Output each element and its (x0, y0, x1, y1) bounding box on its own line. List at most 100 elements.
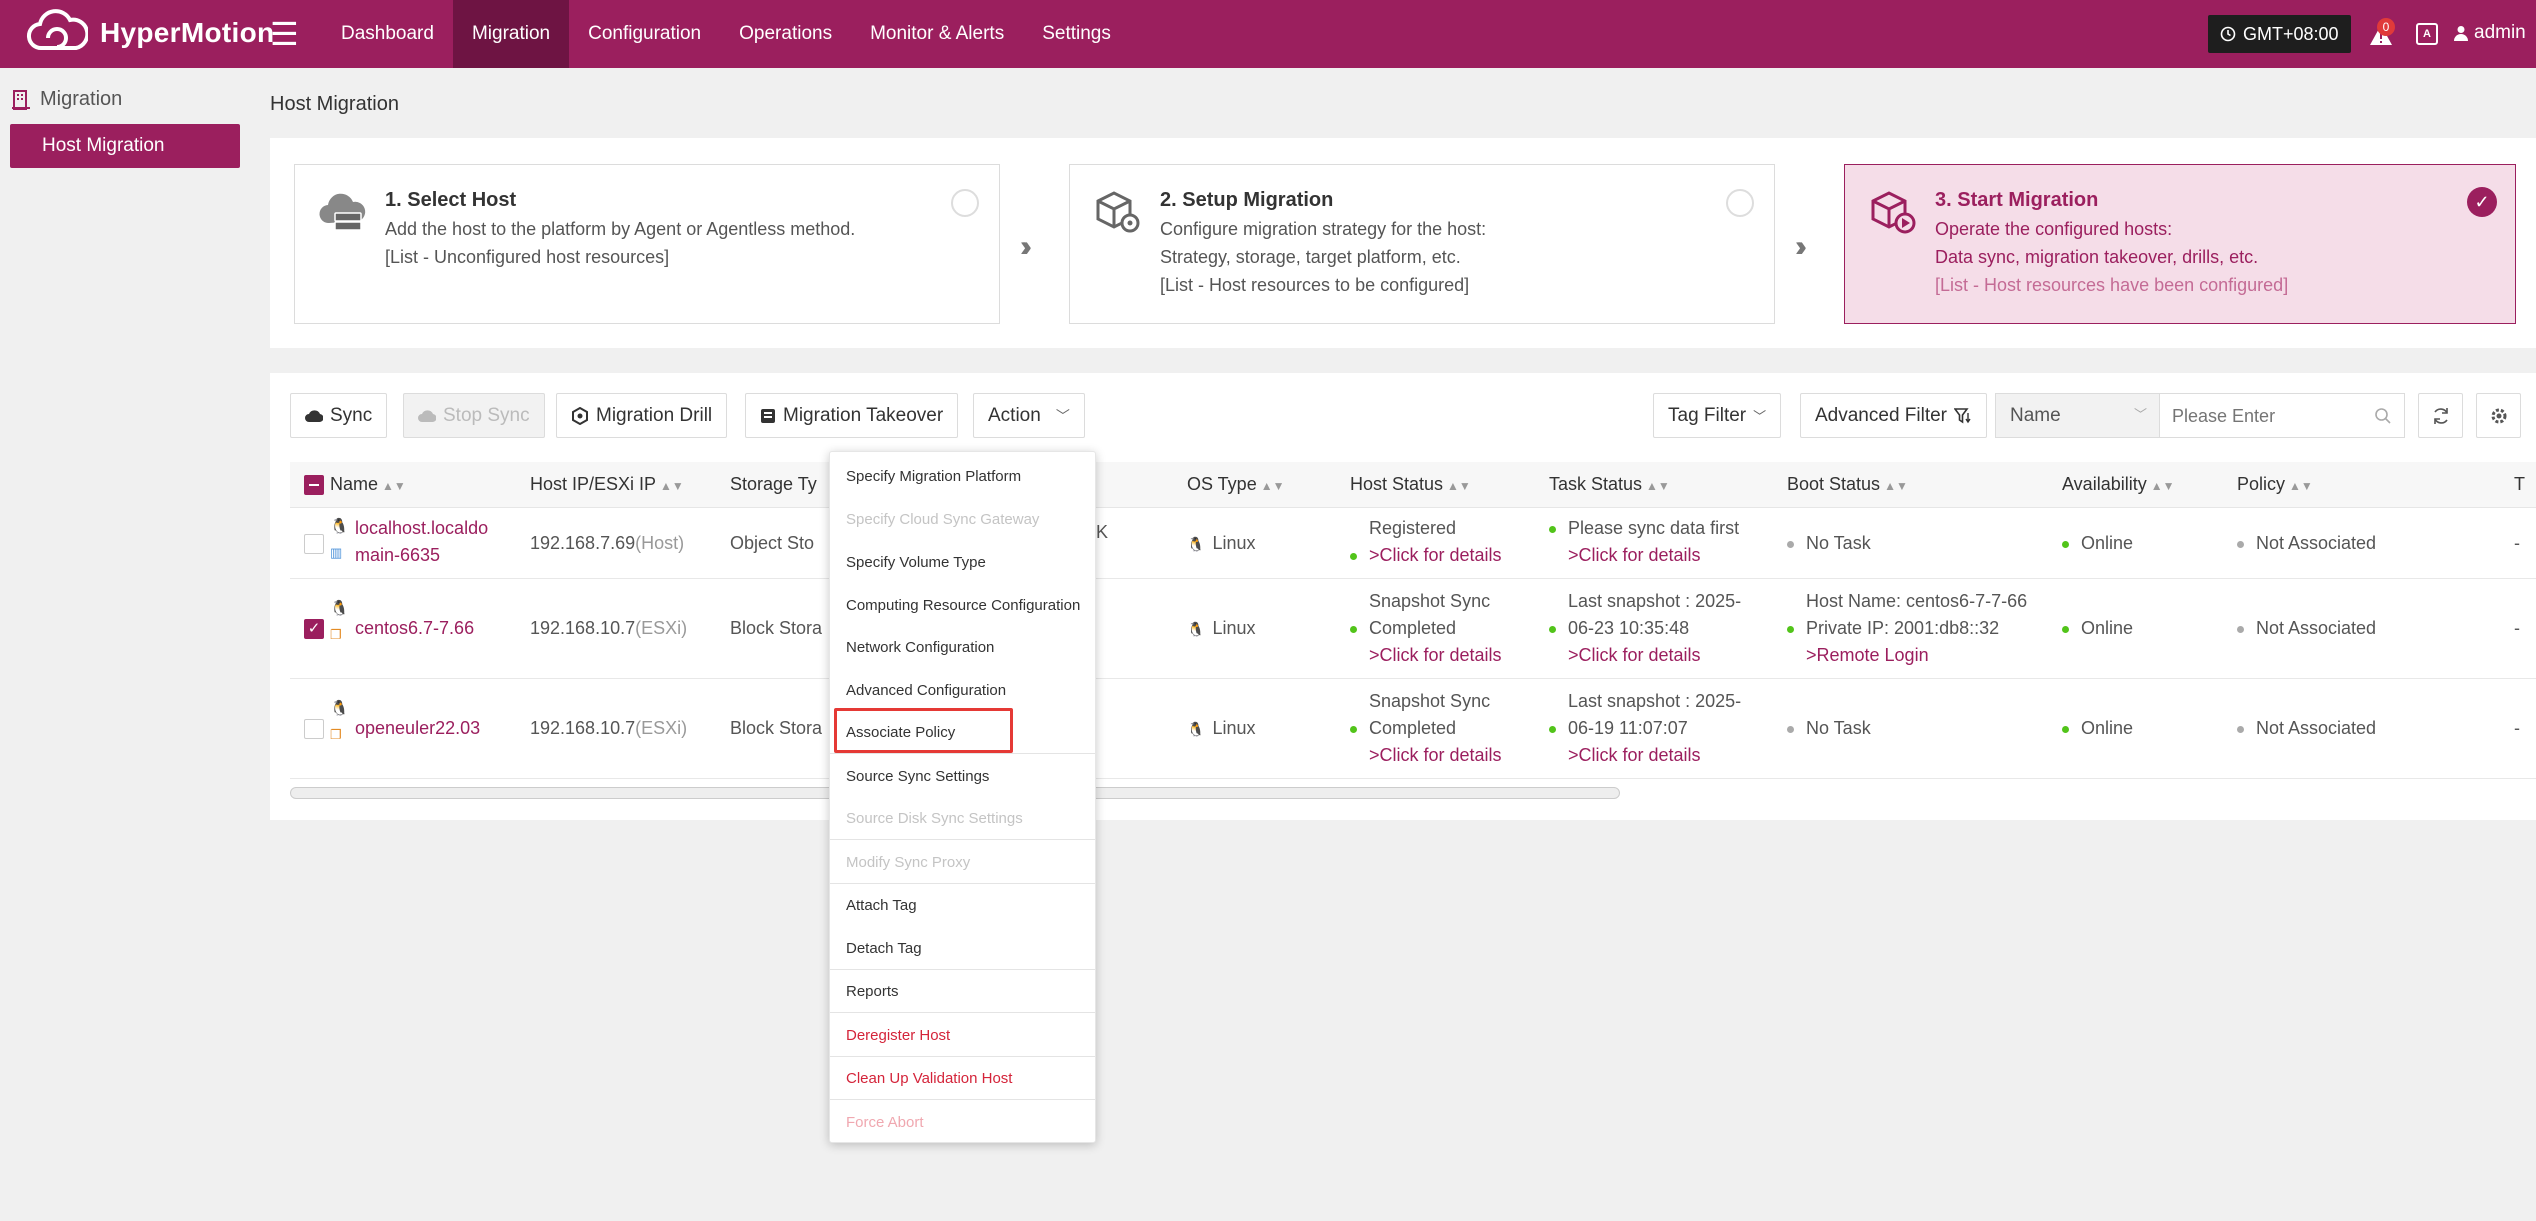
menu-item-deregister-host[interactable]: Deregister Host (846, 1027, 951, 1044)
storage-type-tail: K (1096, 522, 1109, 542)
menu-item-associate-policy[interactable]: Associate Policy (846, 724, 956, 741)
top-bar: HyperMotion ☰ Dashboard Migration Config… (0, 0, 2536, 68)
host-status-details-link[interactable]: >Click for details (1369, 745, 1502, 765)
cloud-server-icon (319, 193, 366, 231)
step-2-list: [List - Host resources to be configured] (1160, 275, 1470, 295)
row-checkbox[interactable] (304, 719, 324, 739)
nav-item-settings[interactable]: Settings (1042, 23, 1111, 44)
search-field-label: Name (2010, 405, 2061, 426)
table-row[interactable]: 🐧 ❐ openeuler22.03 192.168.10.7(ESXi) Bl… (290, 679, 2536, 779)
host-name-link[interactable]: localhost.localdo main-6635 (355, 518, 489, 565)
storage-type: Object Sto (730, 533, 815, 553)
refresh-button[interactable] (2418, 393, 2463, 438)
sidebar-item-host-migration[interactable]: Host Migration (10, 124, 240, 168)
task-status: Last snapshot : 2025- 06-19 11:07:07 >Cl… (1549, 688, 1741, 769)
col-os-type[interactable]: OS Type ▲▼ (1187, 474, 1285, 494)
timezone-label: GMT+08:00 (2243, 23, 2339, 44)
host-name-link[interactable]: openeuler22.03 (355, 718, 481, 738)
cloud-stop-icon (418, 409, 436, 422)
tag-filter-button[interactable]: Tag Filter ﹀ (1653, 393, 1782, 438)
host-status-details-link[interactable]: >Click for details (1369, 645, 1502, 665)
menu-item-specify-volume-type[interactable]: Specify Volume Type (846, 554, 986, 571)
menu-item-specify-cloud-sync-gateway[interactable]: Specify Cloud Sync Gateway (846, 511, 1040, 528)
host-name-link[interactable]: centos6.7-7.66 (355, 618, 475, 638)
nav-item-configuration[interactable]: Configuration (588, 23, 702, 44)
sort-icon: ▲▼ (660, 479, 684, 493)
associate-policy-highlight (834, 708, 1013, 753)
step-start-migration[interactable]: 3. Start Migration Operate the configure… (1844, 164, 2516, 324)
nav-item-operations[interactable]: Operations (739, 23, 833, 44)
step-3-desc-2: Data sync, migration takeover, drills, e… (1935, 247, 2259, 267)
menu-item-clean-up-validation-host[interactable]: Clean Up Validation Host (846, 1070, 1013, 1087)
col-storage-type[interactable]: Storage Ty (730, 474, 817, 494)
menu-toggle-icon[interactable]: ☰ (270, 16, 299, 52)
menu-item-detach-tag[interactable]: Detach Tag (846, 940, 922, 957)
menu-item-source-sync-settings[interactable]: Source Sync Settings (846, 768, 990, 785)
host-status-details-link[interactable]: >Click for details (1369, 545, 1502, 565)
language-icon[interactable]: A (2416, 23, 2438, 45)
step-2-radio[interactable] (1726, 189, 1754, 217)
search-field-select[interactable]: Name ﹀ (1995, 393, 2160, 438)
step-arrow-icon: ›› (1020, 230, 1032, 263)
menu-item-computing-resource-configuration[interactable]: Computing Resource Configuration (846, 597, 1081, 614)
task-status-details-link[interactable]: >Click for details (1568, 545, 1701, 565)
column-settings-button[interactable] (2476, 393, 2521, 438)
step-1-radio[interactable] (951, 189, 979, 217)
stop-sync-button[interactable]: Stop Sync (403, 393, 545, 438)
chevron-down-icon: ﹀ (1055, 407, 1070, 424)
user-icon (2454, 26, 2468, 41)
menu-item-advanced-configuration[interactable]: Advanced Configuration (846, 682, 1007, 699)
row-checkbox[interactable]: ✓ (304, 619, 324, 639)
nav-item-dashboard[interactable]: Dashboard (341, 23, 434, 44)
logo[interactable]: HyperMotion (26, 8, 274, 58)
menu-item-reports[interactable]: Reports (846, 983, 899, 1000)
migration-drill-button[interactable]: Migration Drill (556, 393, 728, 438)
boot-status: No Task (1787, 530, 1871, 557)
migration-takeover-button[interactable]: Migration Takeover (745, 393, 959, 438)
search-icon[interactable] (2374, 407, 2392, 425)
boot-status: Host Name: centos6-7-7-66 Private IP: 20… (1787, 588, 2027, 669)
menu-item-modify-sync-proxy[interactable]: Modify Sync Proxy (846, 854, 971, 871)
host-ip: 192.168.10.7(ESXi) (530, 618, 688, 638)
task-status-details-link[interactable]: >Click for details (1568, 645, 1701, 665)
col-policy[interactable]: Policy ▲▼ (2237, 474, 2313, 494)
step-select-host[interactable]: 1. Select Host Add the host to the platf… (294, 164, 1000, 324)
sync-button[interactable]: Sync (290, 393, 388, 438)
sort-icon: ▲▼ (1260, 479, 1285, 493)
menu-item-attach-tag[interactable]: Attach Tag (846, 897, 917, 914)
task-status-details-link[interactable]: >Click for details (1568, 745, 1701, 765)
advanced-filter-button[interactable]: Advanced Filter (1800, 393, 1988, 438)
host-ip: 192.168.10.7(ESXi) (530, 718, 688, 738)
action-dropdown-button[interactable]: Action ﹀ (973, 393, 1085, 438)
menu-item-force-abort[interactable]: Force Abort (846, 1114, 924, 1131)
col-name[interactable]: Name ▲▼ (330, 474, 406, 494)
remote-login-link[interactable]: >Remote Login (1806, 645, 1929, 665)
menu-item-network-configuration[interactable]: Network Configuration (846, 639, 995, 656)
col-availability[interactable]: Availability ▲▼ (2062, 474, 2175, 494)
col-host-ip[interactable]: Host IP/ESXi IP ▲▼ (530, 474, 684, 494)
step-3-check-icon[interactable]: ✓ (2467, 187, 2497, 217)
step-setup-migration[interactable]: 2. Setup Migration Configure migration s… (1069, 164, 1775, 324)
menu-item-source-disk-sync-settings[interactable]: Source Disk Sync Settings (846, 810, 1023, 827)
step-3-title: 3. Start Migration (1935, 189, 2099, 211)
host-status: Registered >Click for details (1350, 515, 1502, 569)
table-row[interactable]: ✓ 🐧 ❐ centos6.7-7.66 192.168.10.7(ESXi) … (290, 579, 2536, 679)
col-task-status[interactable]: Task Status ▲▼ (1549, 474, 1670, 494)
col-host-status[interactable]: Host Status ▲▼ (1350, 474, 1471, 494)
linux-icon: 🐧 (1187, 721, 1205, 737)
col-trailing[interactable]: T (2514, 474, 2525, 494)
search-input[interactable] (2172, 402, 2362, 430)
user-menu[interactable]: admin (2454, 22, 2526, 44)
migration-drill-label: Migration Drill (596, 404, 713, 426)
tag-filter-label: Tag Filter (1668, 404, 1747, 426)
nav-item-migration[interactable]: Migration (452, 0, 570, 68)
nav-item-monitor-alerts[interactable]: Monitor & Alerts (870, 23, 1005, 44)
col-boot-status[interactable]: Boot Status ▲▼ (1787, 474, 1908, 494)
select-all-checkbox[interactable] (304, 475, 324, 495)
table-row[interactable]: 🐧 ▥ localhost.localdo main-6635 192.168.… (290, 509, 2536, 579)
timezone-display[interactable]: GMT+08:00 (2208, 15, 2351, 53)
row-checkbox[interactable] (304, 534, 324, 554)
menu-item-specify-migration-platform[interactable]: Specify Migration Platform (846, 468, 1022, 485)
trailing-value: - (2514, 618, 2520, 638)
cube-gear-icon (1096, 191, 1140, 233)
